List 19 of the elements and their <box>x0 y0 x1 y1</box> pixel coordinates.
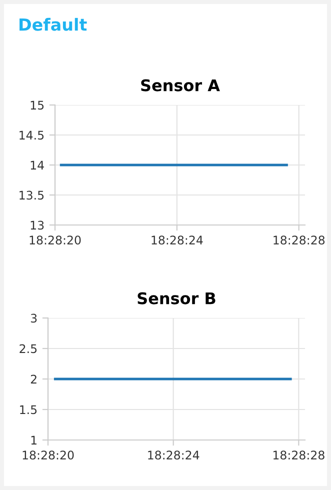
x-tick-label: 18:28:24 <box>152 236 203 245</box>
text: Default <box>20 18 87 31</box>
x-tick-label: 18:28:28 <box>273 450 324 460</box>
y-tick-label: 2.5 <box>20 344 37 354</box>
x-tick-label: 18:28:20 <box>22 450 74 460</box>
x-tick-label: 18:28:28 <box>274 236 325 245</box>
y-tick-label: 3 <box>30 314 37 323</box>
chart-title: Sensor A <box>141 79 220 92</box>
x-tick-label: 18:28:24 <box>148 450 200 460</box>
y-tick-label: 15 <box>30 100 44 110</box>
y-tick-label: 14 <box>30 160 44 170</box>
y-tick-label: 13 <box>30 220 44 230</box>
y-tick-label: 14.5 <box>20 130 44 140</box>
y-tick-label: 13.5 <box>20 190 44 200</box>
y-tick-label: 1.5 <box>20 405 37 414</box>
chart-title: Sensor B <box>138 292 216 304</box>
y-tick-label: 2 <box>30 374 36 384</box>
y-tick-label: 1 <box>31 436 36 444</box>
x-tick-label: 18:28:20 <box>30 236 81 245</box>
